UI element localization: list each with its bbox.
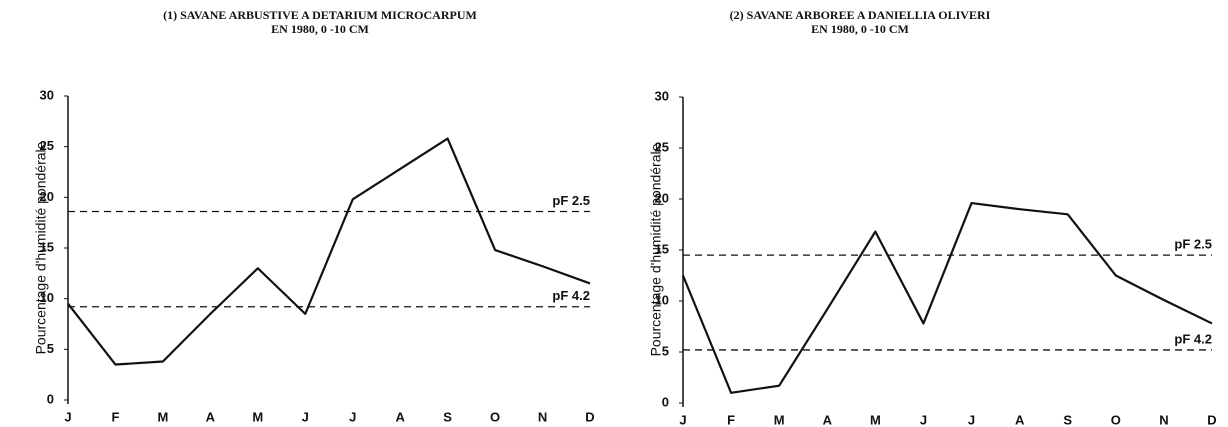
x-tick-label: O (1111, 412, 1121, 427)
x-tick-label: J (302, 409, 309, 424)
chart-subtitle: EN 1980, 0 -10 CM (271, 22, 369, 36)
y-tick-label: 25 (655, 139, 669, 154)
x-tick-label: O (490, 409, 500, 424)
x-tick-label: A (395, 409, 405, 424)
reference-label: pF 4.2 (1174, 331, 1212, 346)
x-tick-label: A (1015, 412, 1025, 427)
y-tick-label: 25 (40, 138, 54, 153)
x-tick-label: N (1159, 412, 1168, 427)
x-tick-label: J (349, 409, 356, 424)
y-tick-label: 30 (40, 87, 54, 102)
x-tick-label: M (870, 412, 881, 427)
x-tick-label: F (111, 409, 119, 424)
y-tick-label: 15 (40, 239, 54, 254)
x-tick-label: J (968, 412, 975, 427)
x-tick-label: A (823, 412, 833, 427)
x-tick-label: M (252, 409, 263, 424)
chart-title: (1) SAVANE ARBUSTIVE A DETARIUM MICROCAR… (163, 8, 477, 22)
y-tick-label: 5 (662, 343, 669, 358)
x-tick-label: D (585, 409, 594, 424)
x-tick-label: M (157, 409, 168, 424)
y-tick-label: 10 (655, 292, 669, 307)
x-tick-label: J (920, 412, 927, 427)
y-tick-label: 20 (655, 190, 669, 205)
y-tick-label: 0 (662, 394, 669, 409)
reference-label: pF 2.5 (552, 193, 590, 208)
reference-label: pF 2.5 (1174, 237, 1212, 252)
reference-label: pF 4.2 (552, 288, 590, 303)
x-tick-label: A (206, 409, 216, 424)
x-tick-label: M (774, 412, 785, 427)
x-tick-label: N (538, 409, 547, 424)
x-tick-label: D (1207, 412, 1216, 427)
chart-subtitle: EN 1980, 0 -10 CM (811, 22, 909, 36)
chart-title: (2) SAVANE ARBOREE A DANIELLIA OLIVERI (730, 8, 991, 22)
y-tick-label: 0 (47, 391, 54, 406)
x-tick-label: S (1063, 412, 1072, 427)
y-tick-label: 30 (655, 88, 669, 103)
y-tick-label: 15 (655, 241, 669, 256)
y-axis-label: Pourcentage d'humidité pondérale (648, 143, 664, 356)
x-tick-label: S (443, 409, 452, 424)
x-tick-label: F (727, 412, 735, 427)
data-line (681, 201, 1213, 394)
y-axis-label: Pourcentage d'humidité pondérale (33, 141, 49, 354)
x-tick-label: J (64, 409, 71, 424)
y-tick-label: 5 (47, 341, 54, 356)
y-tick-label: 20 (40, 189, 54, 204)
x-tick-label: J (679, 412, 686, 427)
data-line (67, 137, 591, 366)
y-tick-label: 10 (40, 290, 54, 305)
